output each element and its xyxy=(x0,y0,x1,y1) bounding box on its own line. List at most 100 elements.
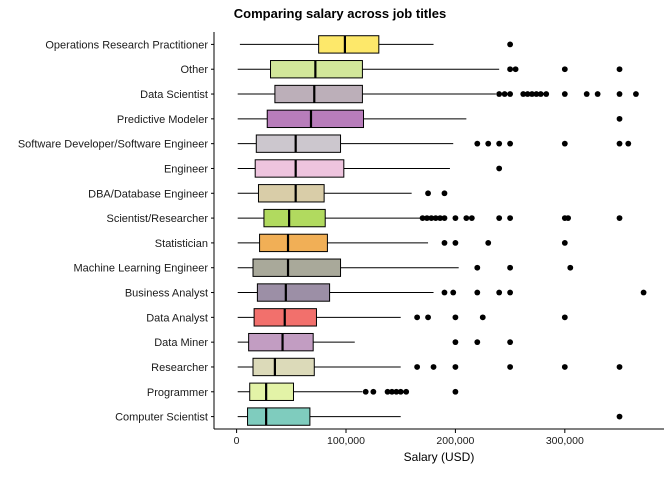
outlier-point xyxy=(520,91,527,97)
category-label: Researcher xyxy=(151,362,208,374)
outlier-point xyxy=(496,289,503,296)
outlier-point xyxy=(496,91,503,97)
outlier-point xyxy=(452,364,459,370)
box-group xyxy=(237,84,639,104)
outlier-point xyxy=(529,91,535,97)
outlier-point xyxy=(616,66,623,73)
outlier-point xyxy=(561,314,568,321)
x-tick-label: 200,000 xyxy=(436,435,474,447)
category-label: Data Analyst xyxy=(146,312,208,324)
category-label: Computer Scientist xyxy=(115,412,208,424)
outlier-point xyxy=(430,364,437,370)
x-axis-ticks: 0 100,000 200,000 300,000 xyxy=(234,429,584,447)
outlier-point xyxy=(452,314,459,321)
outlier-point xyxy=(463,215,470,221)
box-group xyxy=(237,382,459,401)
outlier-point xyxy=(474,140,481,147)
outlier-point xyxy=(507,215,514,221)
box-group xyxy=(239,35,514,54)
outlier-point xyxy=(512,66,519,73)
outlier-point xyxy=(625,140,632,147)
category-label: Statistician xyxy=(155,238,208,250)
outlier-point xyxy=(507,364,514,370)
category-label: Data Scientist xyxy=(140,89,208,101)
box xyxy=(249,382,294,401)
outlier-point xyxy=(389,388,395,395)
outlier-point xyxy=(474,264,481,271)
box xyxy=(248,332,314,352)
outlier-point xyxy=(561,66,568,73)
box-group xyxy=(237,357,623,377)
category-label: Engineer xyxy=(164,163,208,175)
outlier-point xyxy=(561,91,568,97)
outlier-point xyxy=(397,388,404,395)
outlier-point xyxy=(507,264,514,271)
box-group xyxy=(237,308,568,327)
category-label: Machine Learning Engineer xyxy=(73,263,208,275)
outlier-point xyxy=(616,140,623,147)
outlier-point xyxy=(616,115,623,122)
outlier-point xyxy=(501,91,508,97)
outlier-point xyxy=(533,91,540,97)
box xyxy=(252,258,342,277)
outlier-point xyxy=(452,388,459,395)
x-tick-label: 0 xyxy=(234,435,240,447)
outlier-point xyxy=(425,314,431,321)
outlier-point xyxy=(370,388,377,395)
outlier-point xyxy=(640,289,647,296)
chart-title: Comparing salary across job titles xyxy=(234,6,446,21)
outlier-point xyxy=(419,215,426,221)
outlier-point xyxy=(561,364,568,370)
outlier-point xyxy=(425,190,431,197)
box xyxy=(259,233,328,253)
outlier-point xyxy=(441,289,448,296)
outlier-point xyxy=(561,240,568,246)
outlier-point xyxy=(507,41,514,48)
category-label: Data Miner xyxy=(154,337,208,349)
outlier-point xyxy=(428,215,435,221)
box xyxy=(256,283,331,302)
outlier-point xyxy=(474,289,481,296)
x-tick-label: 100,000 xyxy=(327,435,365,447)
outlier-point xyxy=(496,165,503,172)
outlier-point xyxy=(452,240,459,246)
outlier-point xyxy=(362,388,369,395)
outlier-point xyxy=(485,240,492,246)
box-group xyxy=(237,233,568,253)
category-label: Business Analyst xyxy=(125,288,208,300)
outlier-point xyxy=(437,215,443,221)
outlier-point xyxy=(583,91,590,97)
box xyxy=(263,208,326,228)
box-group xyxy=(237,159,503,178)
box-group xyxy=(237,208,623,228)
outlier-point xyxy=(450,289,457,296)
box-group xyxy=(237,60,623,79)
box xyxy=(252,357,315,377)
category-label: Scientist/Researcher xyxy=(107,213,209,225)
outlier-point xyxy=(441,215,448,221)
outlier-point xyxy=(384,388,391,395)
outlier-point xyxy=(507,91,514,97)
outlier-point xyxy=(524,91,531,97)
outlier-point xyxy=(441,240,448,246)
outlier-point xyxy=(452,215,459,221)
outlier-point xyxy=(616,364,623,370)
outlier-point xyxy=(537,91,544,97)
outlier-point xyxy=(507,66,514,73)
outlier-point xyxy=(393,388,400,395)
outlier-point xyxy=(474,339,481,346)
outlier-point xyxy=(432,215,439,221)
outlier-point xyxy=(507,339,514,346)
box-group xyxy=(237,184,448,203)
box-group xyxy=(237,109,623,129)
category-label: Operations Research Practitioner xyxy=(45,39,208,51)
category-label: Software Developer/Software Engineer xyxy=(18,139,208,151)
outlier-point xyxy=(403,388,410,395)
outlier-point xyxy=(633,91,639,97)
outlier-point xyxy=(468,215,475,221)
box-group xyxy=(237,332,514,352)
outlier-point xyxy=(424,215,430,221)
box xyxy=(254,159,345,178)
category-label: Programmer xyxy=(147,387,208,399)
